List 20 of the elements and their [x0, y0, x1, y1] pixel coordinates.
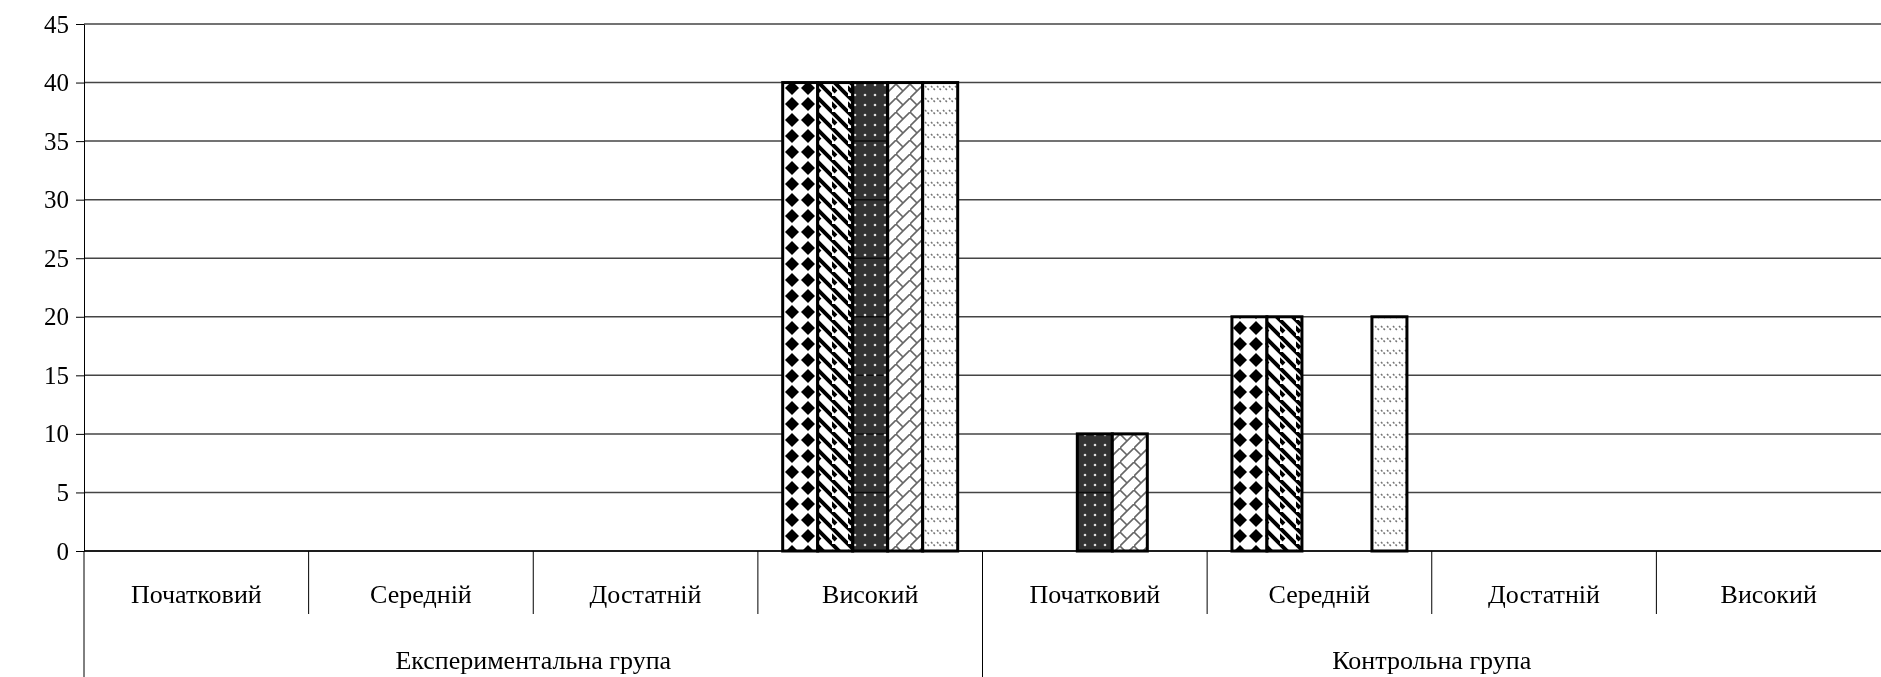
- y-tick-label: 40: [44, 69, 69, 97]
- text: Контрольна група: [1332, 646, 1532, 675]
- x-tick-label: Середній: [1268, 580, 1371, 609]
- y-tick-label: 25: [44, 244, 69, 272]
- y-tick-label: 15: [44, 361, 69, 389]
- y-tick-label: 0: [56, 537, 69, 565]
- x-tick-label: Високий: [822, 580, 919, 609]
- y-tick-label: 20: [44, 303, 69, 331]
- x-tick-label: Високий: [1720, 580, 1817, 609]
- y-tick-label: 30: [44, 186, 69, 214]
- y-tick-label: 10: [44, 420, 69, 448]
- y-tick-label: 45: [44, 10, 69, 38]
- x-tick-label: Початковий: [1029, 580, 1161, 609]
- text: Експериментальна група: [395, 646, 672, 675]
- x-tick-label: Середній: [370, 580, 472, 609]
- y-tick-label: 5: [56, 478, 69, 506]
- x-tick-label: Початковий: [130, 580, 262, 609]
- x-tick-label: Достатній: [1488, 580, 1601, 609]
- y-tick-label: 35: [44, 127, 69, 155]
- x-tick-label: Достатній: [589, 580, 702, 609]
